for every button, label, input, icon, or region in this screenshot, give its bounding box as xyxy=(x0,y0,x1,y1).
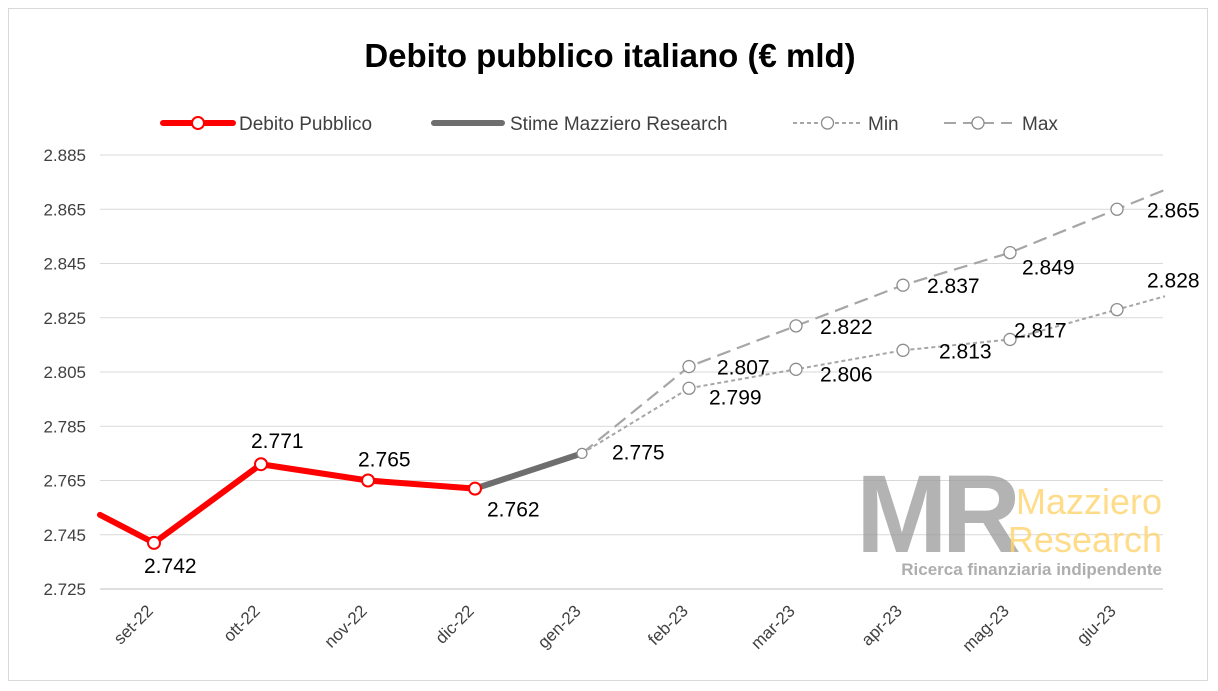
series-max-line-marker xyxy=(896,278,910,292)
series-estimate-line xyxy=(472,450,585,492)
legend-label: Stime Mazziero Research xyxy=(510,114,728,135)
x-tick-label: dic-22 xyxy=(432,601,478,647)
x-axis: set-22 ott-22 nov-22 dic-22 gen-23 feb-23 mar-… xyxy=(100,588,1163,656)
data-label: 2.822 xyxy=(820,316,873,339)
series-debito-marker xyxy=(147,535,161,550)
x-tick-label: nov-22 xyxy=(321,601,371,651)
y-tick-label: 2.805 xyxy=(43,363,86,382)
watermark-tagline: Ricerca finanziaria indipendente xyxy=(901,560,1162,579)
y-tick-label: 2.765 xyxy=(43,472,86,491)
y-tick-label: 2.865 xyxy=(43,200,86,219)
series-min-line-marker xyxy=(1110,302,1124,317)
data-label: 2.765 xyxy=(358,449,411,472)
legend-marker xyxy=(191,116,205,130)
x-tick-label: ott-22 xyxy=(220,601,264,645)
data-label: 2.775 xyxy=(612,441,665,464)
series-max-line-marker xyxy=(789,319,803,333)
series-min-line-marker xyxy=(1003,332,1017,347)
watermark-logo-letters: MR xyxy=(856,453,1020,576)
y-tick-label: 2.845 xyxy=(43,255,86,274)
series-max-line-marker xyxy=(1003,245,1017,260)
x-tick-label: giu-23 xyxy=(1073,601,1120,648)
watermark-logo: MR Mazziero Research Ricerca finanziaria… xyxy=(856,453,1162,579)
legend-item: Min xyxy=(793,114,899,135)
x-tick-label: apr-23 xyxy=(858,601,906,649)
data-label: 2.771 xyxy=(251,430,304,453)
legend-label: Debito Pubblico xyxy=(239,114,372,135)
legend-item: Max xyxy=(944,114,1058,135)
chart-title: Debito pubblico italiano (€ mld) xyxy=(364,37,855,74)
series-layer xyxy=(97,188,1166,550)
x-tick-label: mar-23 xyxy=(747,601,799,653)
data-label: 2.806 xyxy=(820,363,873,386)
x-tick-label: set-22 xyxy=(110,601,157,648)
series-max-line-marker xyxy=(682,359,696,374)
legend-marker xyxy=(820,116,835,130)
watermark-brand-line1: Mazziero xyxy=(1016,481,1162,522)
series-min-line xyxy=(581,295,1166,455)
legend-label: Max xyxy=(1022,114,1058,135)
watermark-brand-line2: Research xyxy=(1008,519,1162,560)
x-tick-label: feb-23 xyxy=(644,601,692,649)
y-tick-label: 2.825 xyxy=(43,309,86,328)
data-labels: 2.742 2.771 2.765 2.762 2.775 2.799 2.806 2.813… xyxy=(144,199,1200,578)
series-debito-marker xyxy=(254,457,268,472)
data-label: 2.849 xyxy=(1022,257,1075,280)
data-label: 2.799 xyxy=(709,386,762,409)
chart-legend: Debito Pubblico Stime Mazziero Research Mi… xyxy=(160,114,1058,135)
series-min-line-marker xyxy=(789,362,803,376)
legend-item: Debito Pubblico xyxy=(160,114,372,135)
legend-label: Min xyxy=(868,114,899,135)
legend-item: Stime Mazziero Research xyxy=(431,114,728,135)
series-min-line-marker xyxy=(896,343,910,357)
legend-marker xyxy=(971,116,985,130)
y-axis: 2.725 2.745 2.765 2.785 2.805 2.825 2.845 2.865… xyxy=(43,146,86,599)
data-label: 2.762 xyxy=(487,499,540,522)
series-min-line-marker xyxy=(682,381,696,395)
series-max-line-marker xyxy=(1110,202,1124,216)
series-estimate-marker xyxy=(576,447,588,460)
series-debito-marker xyxy=(468,481,482,496)
series-debito-line xyxy=(97,461,478,546)
data-label: 2.837 xyxy=(927,275,980,298)
y-tick-label: 2.725 xyxy=(43,580,86,599)
y-tick-label: 2.745 xyxy=(43,526,86,545)
x-tick-label: gen-23 xyxy=(534,601,585,652)
data-label: 2.813 xyxy=(939,340,992,363)
data-label: 2.828 xyxy=(1147,270,1200,293)
data-label: 2.865 xyxy=(1147,199,1200,222)
y-tick-label: 2.785 xyxy=(43,417,86,436)
gridlines xyxy=(100,154,1163,590)
series-debito-marker xyxy=(361,473,375,488)
x-tick-label: mag-23 xyxy=(959,601,1013,655)
data-label: 2.742 xyxy=(144,555,197,578)
data-label: 2.807 xyxy=(717,357,770,380)
data-label: 2.817 xyxy=(1014,319,1067,342)
y-tick-label: 2.885 xyxy=(43,146,86,165)
